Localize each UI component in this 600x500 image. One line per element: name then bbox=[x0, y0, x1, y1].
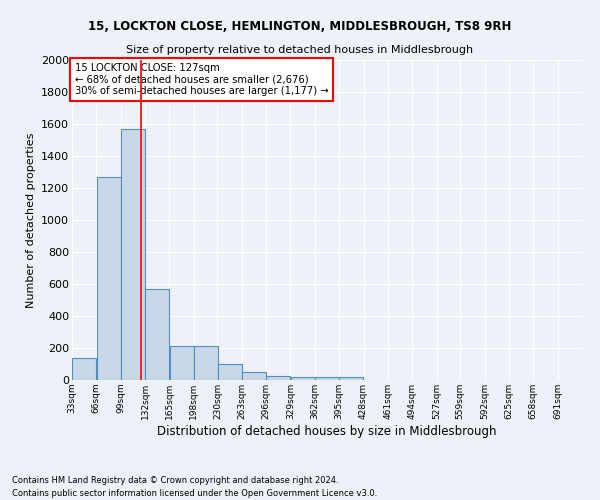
Bar bbox=[72, 358, 96, 380]
Bar bbox=[242, 372, 266, 380]
Bar bbox=[290, 377, 314, 380]
Bar bbox=[218, 364, 242, 380]
X-axis label: Distribution of detached houses by size in Middlesbrough: Distribution of detached houses by size … bbox=[157, 424, 497, 438]
Bar bbox=[194, 346, 218, 380]
Bar bbox=[170, 346, 194, 380]
Bar bbox=[315, 377, 339, 380]
Bar bbox=[121, 129, 145, 380]
Bar bbox=[145, 289, 169, 380]
Bar bbox=[340, 377, 364, 380]
Text: 15, LOCKTON CLOSE, HEMLINGTON, MIDDLESBROUGH, TS8 9RH: 15, LOCKTON CLOSE, HEMLINGTON, MIDDLESBR… bbox=[88, 20, 512, 33]
Y-axis label: Number of detached properties: Number of detached properties bbox=[26, 132, 35, 308]
Text: 15 LOCKTON CLOSE: 127sqm
← 68% of detached houses are smaller (2,676)
30% of sem: 15 LOCKTON CLOSE: 127sqm ← 68% of detach… bbox=[74, 63, 328, 96]
Text: Contains public sector information licensed under the Open Government Licence v3: Contains public sector information licen… bbox=[12, 488, 377, 498]
Text: Size of property relative to detached houses in Middlesbrough: Size of property relative to detached ho… bbox=[127, 45, 473, 55]
Bar bbox=[266, 376, 290, 380]
Bar bbox=[97, 177, 121, 380]
Text: Contains HM Land Registry data © Crown copyright and database right 2024.: Contains HM Land Registry data © Crown c… bbox=[12, 476, 338, 485]
